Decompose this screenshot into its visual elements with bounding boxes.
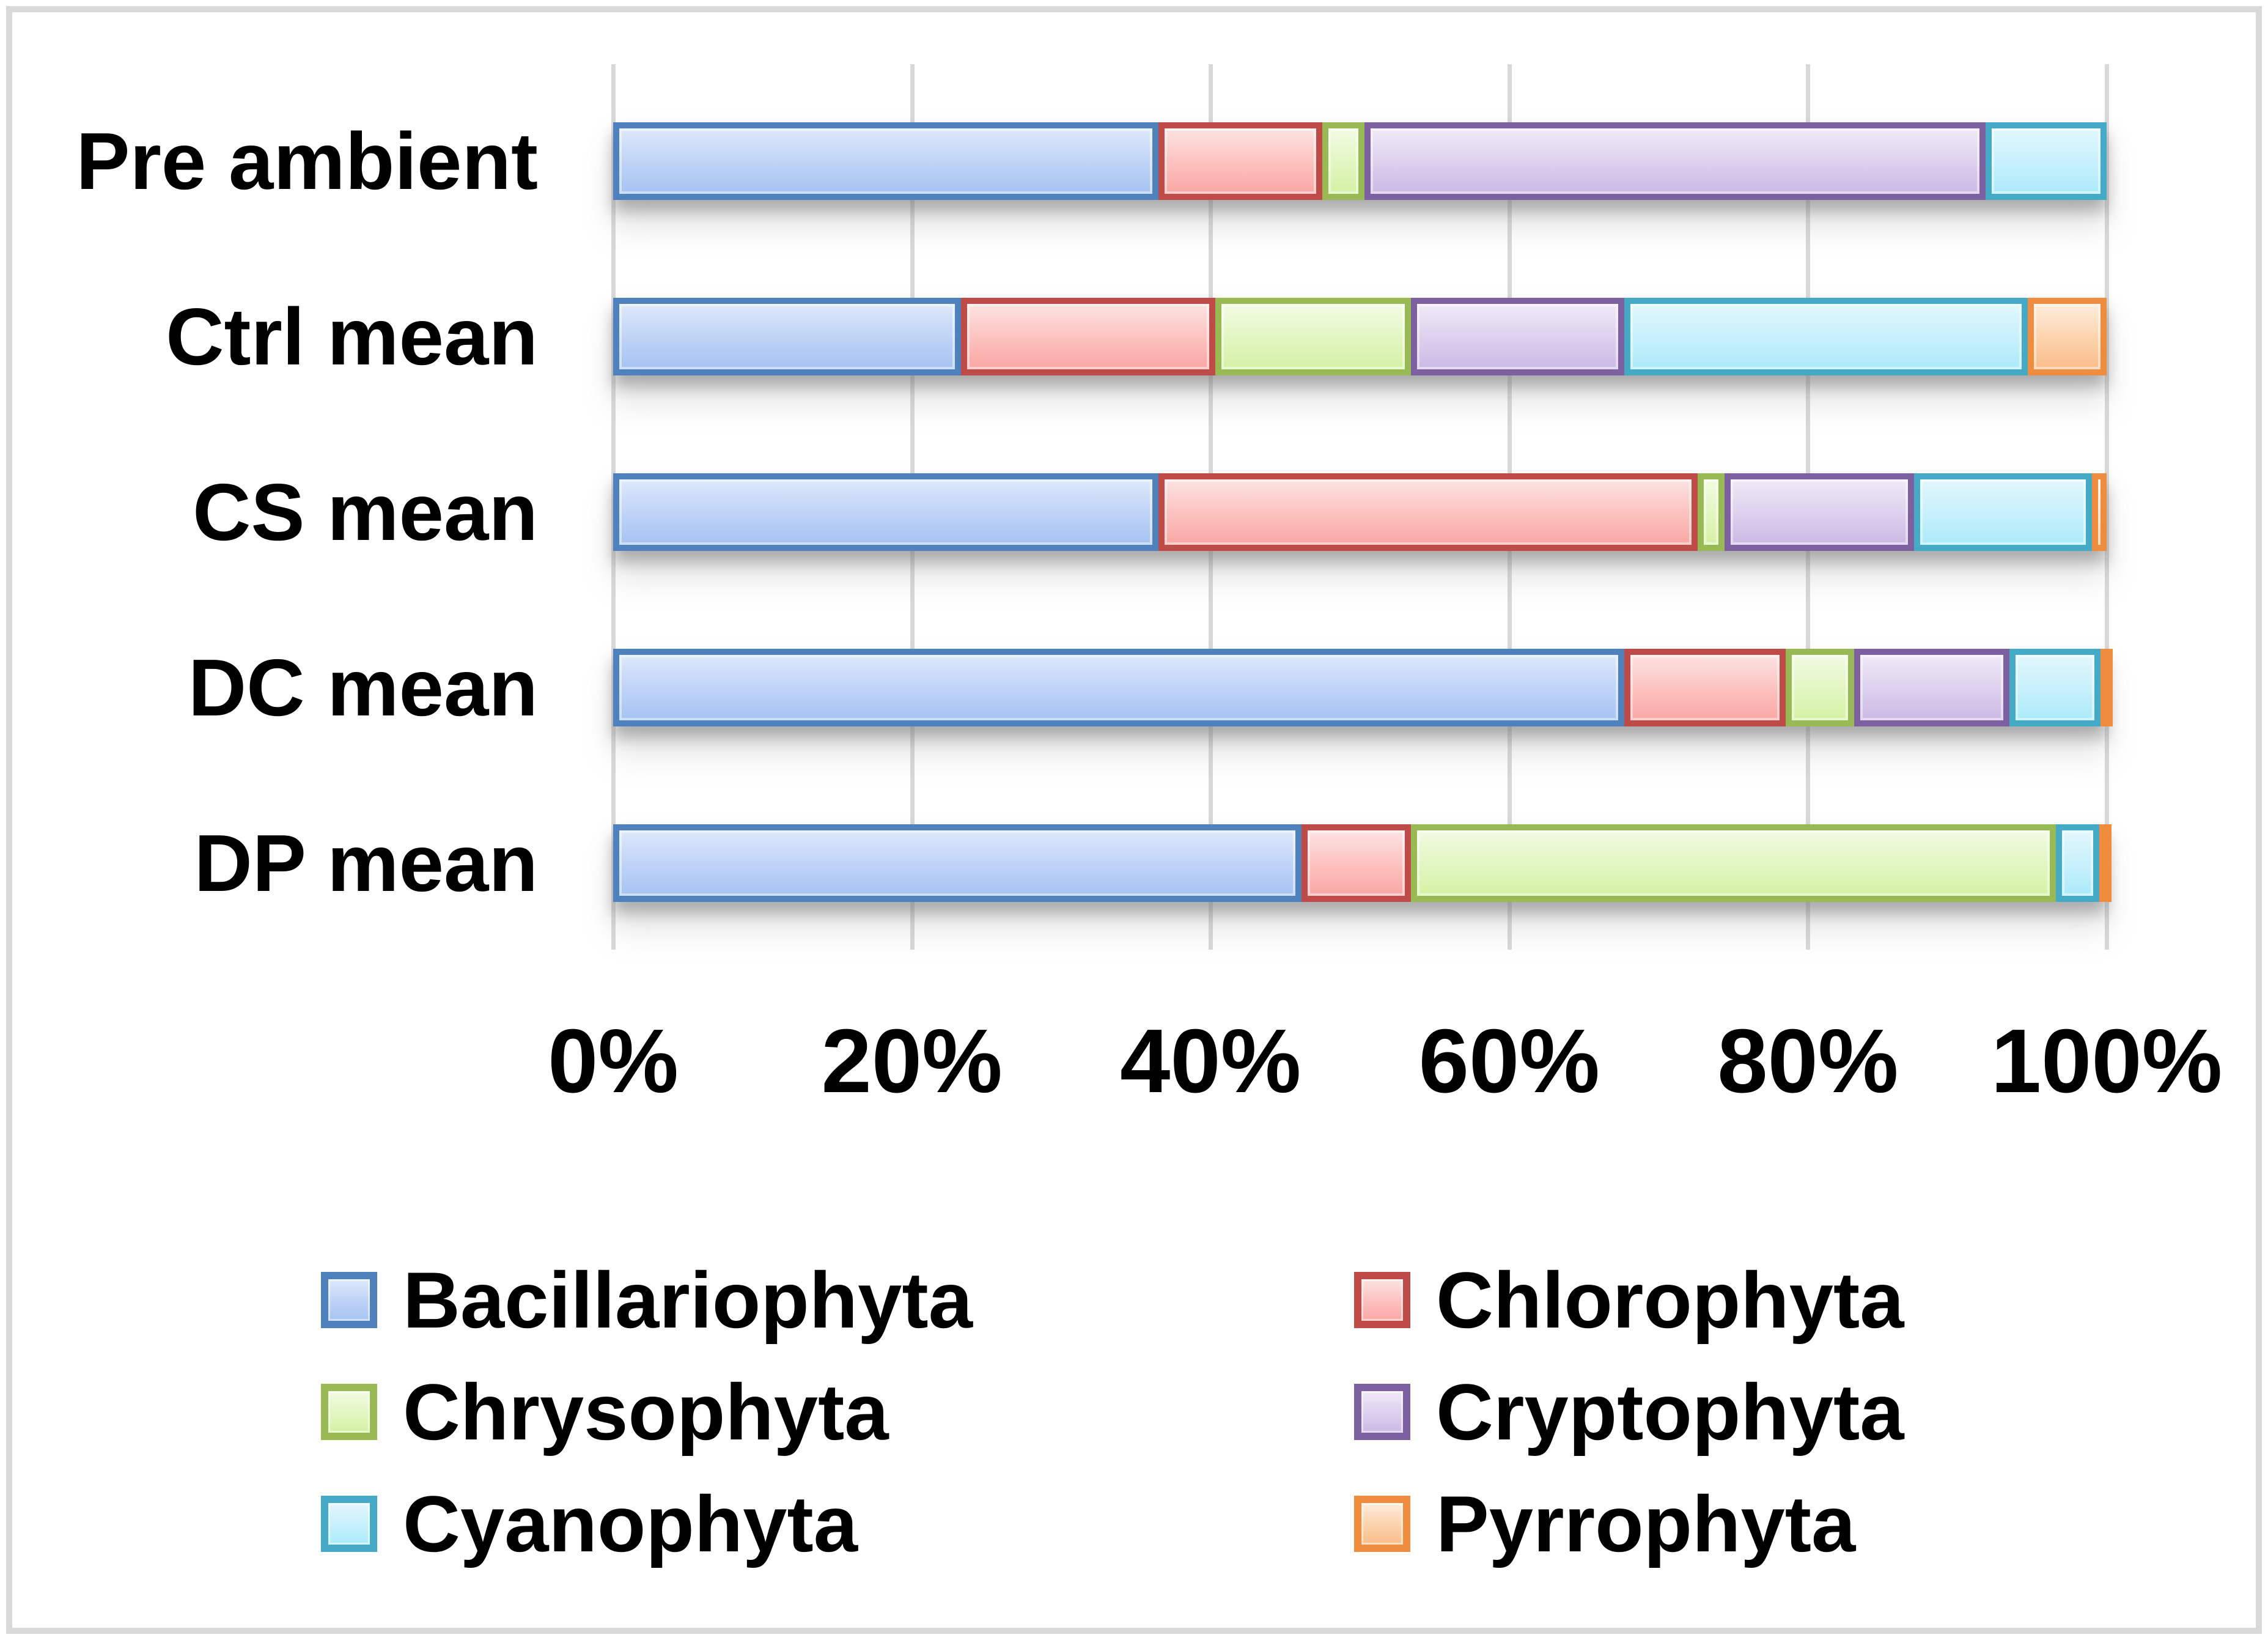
category-label-ctrl-mean: Ctrl mean (166, 291, 538, 382)
bar-segment-chrysophyta-pre-ambient (1322, 122, 1364, 200)
bar-segment-chlorophyta-ctrl-mean (961, 298, 1215, 375)
legend-item-cyanophyta: Cyanophyta (321, 1468, 1354, 1579)
plot-area (611, 64, 2113, 950)
x-tick-label-100%: 100% (1990, 1011, 2223, 1112)
bar-segment-bacillariophyta-cs-mean (613, 473, 1158, 551)
legend-label-chlorophyta: Chlorophyta (1436, 1255, 1904, 1345)
x-tick-label-0%: 0% (548, 1011, 679, 1112)
bar-segment-bacillariophyta-dp-mean (613, 824, 1302, 902)
bar-segment-bacillariophyta-ctrl-mean (613, 298, 962, 375)
bar-segment-cyanophyta-ctrl-mean (1624, 298, 2028, 375)
bar-segment-chrysophyta-ctrl-mean (1215, 298, 1411, 375)
bar-segment-chrysophyta-dp-mean (1410, 824, 2056, 902)
bar-segment-chlorophyta-pre-ambient (1158, 122, 1323, 200)
legend-swatch-chlorophyta (1354, 1271, 1410, 1328)
bar-segment-cyanophyta-dc-mean (2009, 649, 2101, 726)
bar-row-dp-mean (613, 824, 2112, 902)
bar-segment-pyrrophyta-cs-mean (2091, 473, 2107, 551)
x-tick-label-40%: 40% (1120, 1011, 1302, 1112)
bar-segment-bacillariophyta-dc-mean (613, 649, 1624, 726)
legend-item-chrysophyta: Chrysophyta (321, 1356, 1354, 1468)
legend-label-cryptophyta: Cryptophyta (1436, 1367, 1904, 1457)
bar-segment-cryptophyta-dc-mean (1854, 649, 2010, 726)
legend-swatch-bacillariophyta (321, 1271, 377, 1328)
bar-segment-chlorophyta-dc-mean (1624, 649, 1786, 726)
bar-segment-pyrrophyta-dc-mean (2100, 649, 2113, 726)
figure-frame-border (6, 6, 2262, 1634)
gridline-100% (2105, 64, 2109, 950)
bar-row-ctrl-mean (613, 298, 2107, 375)
bar-segment-cryptophyta-pre-ambient (1364, 122, 1986, 200)
category-label-cs-mean: CS mean (193, 467, 538, 557)
legend-swatch-pyrrophyta (1354, 1495, 1410, 1552)
legend: Bacillariophyta Chlorophyta Chrysophyta Cry… (321, 1244, 1904, 1579)
legend-item-chlorophyta: Chlorophyta (1354, 1244, 1904, 1356)
category-label-dp-mean: DP mean (194, 818, 538, 908)
category-label-dc-mean: DC mean (188, 642, 538, 733)
legend-swatch-cryptophyta (1354, 1383, 1410, 1440)
bar-row-pre-ambient (613, 122, 2107, 200)
bar-segment-chrysophyta-dc-mean (1785, 649, 1855, 726)
category-label-pre-ambient: Pre ambient (76, 116, 538, 206)
legend-label-bacillariophyta: Bacillariophyta (403, 1255, 973, 1345)
bar-segment-cyanophyta-cs-mean (1913, 473, 2092, 551)
bar-segment-chlorophyta-cs-mean (1158, 473, 1698, 551)
bar-segment-cyanophyta-pre-ambient (1986, 122, 2107, 200)
bar-segment-cyanophyta-dp-mean (2055, 824, 2099, 902)
bar-segment-chrysophyta-cs-mean (1697, 473, 1725, 551)
bar-segment-pyrrophyta-ctrl-mean (2027, 298, 2107, 375)
bar-segment-cryptophyta-ctrl-mean (1410, 298, 1624, 375)
legend-label-chrysophyta: Chrysophyta (403, 1367, 889, 1457)
bar-segment-chlorophyta-dp-mean (1302, 824, 1411, 902)
legend-swatch-cyanophyta (321, 1495, 377, 1552)
legend-label-pyrrophyta: Pyrrophyta (1436, 1479, 1856, 1568)
bar-segment-cryptophyta-cs-mean (1724, 473, 1914, 551)
legend-label-cyanophyta: Cyanophyta (403, 1479, 858, 1568)
legend-item-cryptophyta: Cryptophyta (1354, 1356, 1904, 1468)
bar-row-dc-mean (613, 649, 2113, 726)
x-tick-label-60%: 60% (1418, 1011, 1600, 1112)
bar-segment-pyrrophyta-dp-mean (2099, 824, 2112, 902)
legend-swatch-chrysophyta (321, 1383, 377, 1440)
x-tick-label-80%: 80% (1717, 1011, 1899, 1112)
legend-item-pyrrophyta: Pyrrophyta (1354, 1468, 1904, 1579)
bar-row-cs-mean (613, 473, 2107, 551)
x-tick-label-20%: 20% (821, 1011, 1003, 1112)
bar-segment-bacillariophyta-pre-ambient (613, 122, 1158, 200)
legend-item-bacillariophyta: Bacillariophyta (321, 1244, 1354, 1356)
